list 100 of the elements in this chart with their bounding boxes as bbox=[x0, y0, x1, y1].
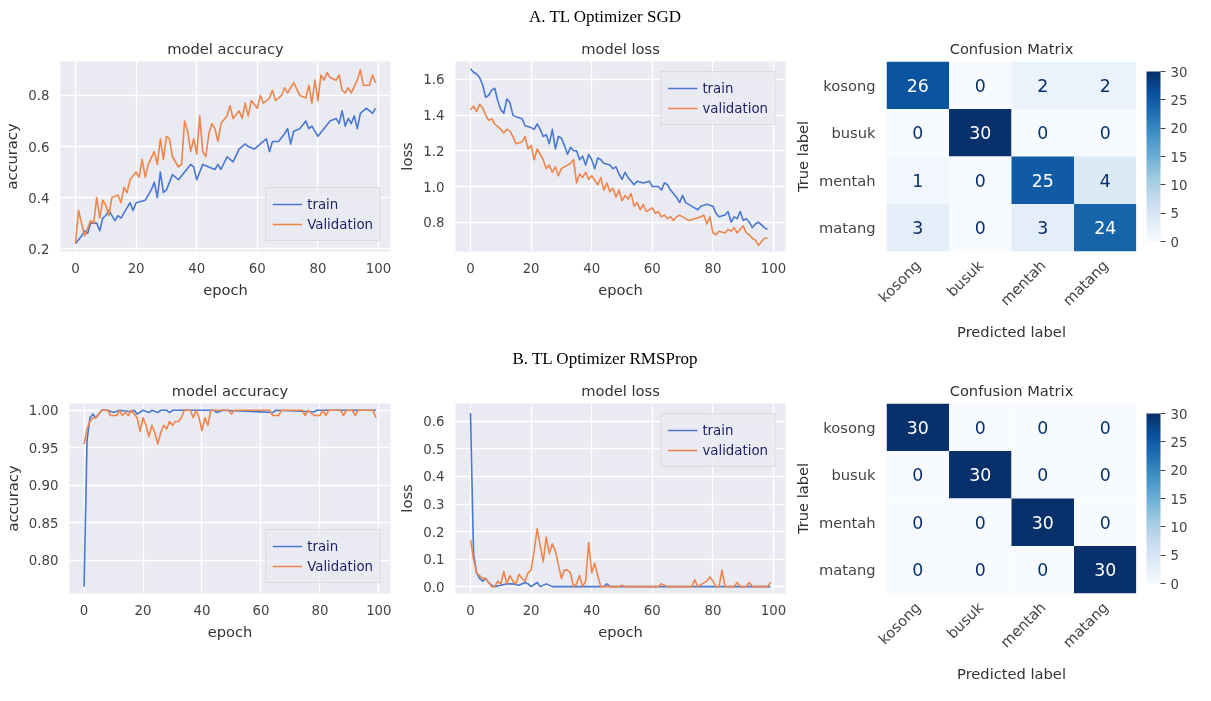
y-tick-label: 0.1 bbox=[423, 552, 445, 568]
line-series bbox=[469, 103, 769, 247]
y-tick-label: 1.00 bbox=[28, 403, 59, 419]
data-label: 0 bbox=[1037, 560, 1049, 581]
x-tick-label: 0 bbox=[466, 602, 475, 618]
x-tick-label: 60 bbox=[252, 602, 270, 618]
x-axis-title: Predicted label bbox=[957, 664, 1066, 682]
x-tick-label: 80 bbox=[704, 260, 722, 276]
data-label: 0 bbox=[912, 512, 924, 533]
color-bar-label: 20 bbox=[1170, 121, 1188, 137]
data-label: 0 bbox=[1099, 465, 1111, 486]
data-label: 30 bbox=[969, 465, 992, 486]
x-tick-label: 60 bbox=[643, 602, 661, 618]
data-label: 0 bbox=[1037, 465, 1049, 486]
x-tick-label: 20 bbox=[522, 602, 540, 618]
color-bar-label: 25 bbox=[1170, 434, 1188, 450]
x-tick-label: 60 bbox=[643, 260, 661, 276]
data-label: 0 bbox=[912, 123, 924, 144]
legend-label: validation bbox=[702, 100, 768, 116]
x-tick-label: 20 bbox=[127, 260, 145, 276]
y-tick-label: 0.8 bbox=[28, 88, 50, 104]
x-tick-label: 40 bbox=[193, 602, 211, 618]
legend-label: Validation bbox=[307, 558, 373, 574]
data-label: 0 bbox=[974, 512, 986, 533]
y-tick-label: mentah bbox=[818, 171, 876, 189]
color-bar-label: 20 bbox=[1170, 463, 1188, 479]
color-bar-label: 5 bbox=[1170, 206, 1179, 222]
y-tick-label: mentah bbox=[818, 513, 876, 531]
x-tick-label: 80 bbox=[311, 602, 329, 618]
chart-title: model accuracy bbox=[167, 39, 285, 57]
data-label: 0 bbox=[974, 75, 986, 96]
y-tick-label: kosong bbox=[823, 76, 876, 94]
data-label: 30 bbox=[906, 417, 929, 438]
color-bar-label: 30 bbox=[1170, 406, 1188, 422]
x-tick-label: 0 bbox=[466, 260, 475, 276]
color-bar-label: 10 bbox=[1170, 177, 1188, 193]
x-tick-label: 40 bbox=[583, 260, 601, 276]
color-bar-label: 0 bbox=[1170, 576, 1179, 592]
line-series bbox=[74, 107, 377, 245]
data-label: 2 bbox=[1037, 75, 1049, 96]
legend-label: train bbox=[702, 80, 734, 96]
line-series bbox=[83, 409, 377, 588]
legend-label: train bbox=[307, 196, 339, 212]
data-label: 3 bbox=[912, 218, 924, 239]
chart-title: model accuracy bbox=[171, 381, 289, 399]
y-axis-title: accuracy bbox=[3, 123, 21, 190]
x-tick-label: 0 bbox=[79, 602, 89, 618]
y-tick-label: 0.4 bbox=[423, 469, 445, 485]
chart-title: Confusion Matrix bbox=[949, 381, 1074, 399]
color-bar-label: 15 bbox=[1170, 491, 1188, 507]
y-tick-label: 0.80 bbox=[28, 553, 59, 569]
x-tick-label: 100 bbox=[760, 260, 787, 276]
y-axis-title: loss bbox=[398, 484, 416, 513]
x-axis-title: epoch bbox=[203, 280, 248, 298]
y-tick-label: 1.6 bbox=[423, 72, 445, 88]
color-bar-label: 25 bbox=[1170, 92, 1188, 108]
y-tick-label: busuk bbox=[831, 466, 877, 484]
data-label: 0 bbox=[1099, 417, 1111, 438]
y-tick-label: 0.95 bbox=[28, 440, 59, 456]
chart-title: model loss bbox=[581, 39, 660, 57]
chart-title: Confusion Matrix bbox=[949, 39, 1074, 57]
line-series bbox=[83, 409, 377, 445]
y-axis-title: True label bbox=[793, 120, 811, 194]
y-tick-label: 0.0 bbox=[423, 579, 445, 595]
x-axis-title: Predicted label bbox=[957, 322, 1066, 340]
y-tick-label: 0.90 bbox=[28, 478, 59, 494]
y-tick-label: 0.2 bbox=[423, 524, 445, 540]
y-tick-label: 1.0 bbox=[423, 179, 445, 195]
data-label: 0 bbox=[912, 560, 924, 581]
data-label: 0 bbox=[1037, 417, 1049, 438]
legend-label: Validation bbox=[307, 216, 373, 232]
text: A. TL Optimizer SGD bbox=[528, 6, 682, 28]
data-label: 30 bbox=[1031, 512, 1054, 533]
color-bar-label: 10 bbox=[1170, 519, 1188, 535]
data-label: 0 bbox=[974, 417, 986, 438]
data-label: 26 bbox=[906, 75, 929, 96]
data-label: 30 bbox=[1094, 560, 1117, 581]
x-tick-label: 80 bbox=[309, 260, 327, 276]
y-tick-label: 0.85 bbox=[28, 515, 59, 531]
data-label: 0 bbox=[1099, 512, 1111, 533]
y-tick-label: 0.8 bbox=[423, 215, 445, 231]
line-series bbox=[469, 527, 772, 588]
x-tick-label: 40 bbox=[188, 260, 206, 276]
x-tick-label: 40 bbox=[583, 602, 601, 618]
x-tick-label: 20 bbox=[522, 260, 540, 276]
y-tick-label: kosong bbox=[823, 418, 876, 436]
x-tick-label: 100 bbox=[365, 260, 392, 276]
y-axis-title: True label bbox=[793, 462, 811, 536]
x-axis-title: epoch bbox=[598, 622, 643, 640]
color-bar-label: 30 bbox=[1170, 64, 1188, 80]
y-tick-label: 0.3 bbox=[423, 497, 445, 513]
data-label: 24 bbox=[1094, 218, 1117, 239]
data-label: 30 bbox=[969, 123, 992, 144]
chart-title: model loss bbox=[581, 381, 660, 399]
legend-label: train bbox=[702, 422, 734, 438]
y-tick-label: matang bbox=[818, 219, 876, 237]
data-label: 0 bbox=[974, 170, 986, 191]
x-tick-label: 60 bbox=[248, 260, 266, 276]
line-series bbox=[469, 67, 769, 231]
x-tick-label: 0 bbox=[71, 260, 80, 276]
